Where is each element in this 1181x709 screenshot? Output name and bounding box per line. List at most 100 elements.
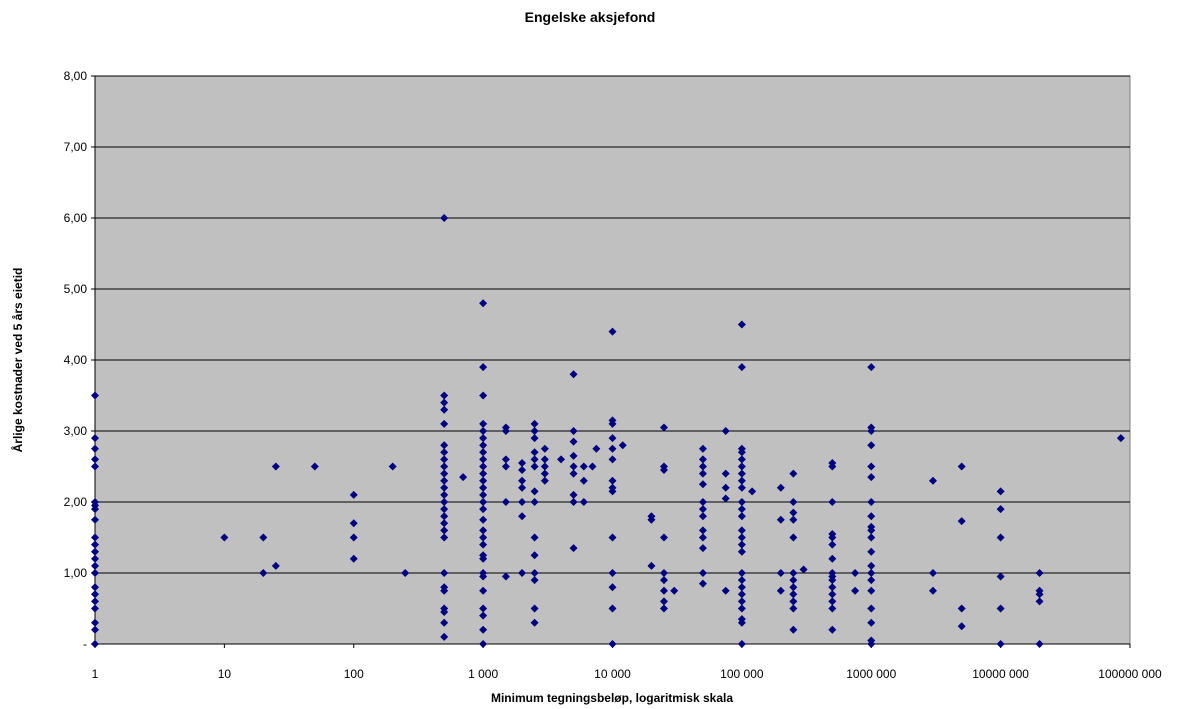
data-point [789, 508, 798, 517]
data-point [579, 498, 588, 506]
data-point [479, 462, 488, 471]
data-point [501, 498, 510, 506]
data-point [588, 462, 597, 471]
y-tick-label: 6,00 [64, 211, 88, 225]
x-tick-label: 100 [344, 667, 364, 681]
data-point [440, 519, 449, 528]
x-tick-label: 100 000 [720, 667, 764, 681]
data-point [91, 561, 99, 570]
data-point [828, 583, 837, 592]
data-point [789, 533, 798, 542]
data-point [737, 512, 746, 521]
data-point [737, 540, 746, 549]
x-tick-label: 10000 000 [972, 667, 1029, 681]
data-point [957, 622, 966, 631]
data-point [867, 533, 876, 542]
data-point [91, 533, 99, 542]
chart-title: Engelske aksjefond [525, 9, 656, 25]
data-point [737, 604, 746, 613]
data-point [518, 569, 527, 577]
data-point [569, 427, 578, 435]
data-point [91, 505, 99, 514]
data-point [479, 391, 488, 400]
data-point [928, 569, 937, 577]
data-point [698, 498, 707, 506]
data-point [540, 476, 549, 485]
data-point [737, 576, 746, 585]
data-point [479, 505, 488, 514]
x-tick-label: 100000 000 [1098, 667, 1162, 681]
data-point [91, 604, 99, 613]
data-point [828, 604, 837, 613]
data-point [91, 597, 99, 606]
data-point [698, 579, 707, 588]
data-point [530, 551, 539, 560]
data-point [851, 586, 860, 595]
y-tick-label: 3,00 [64, 424, 88, 438]
data-point [737, 590, 746, 599]
data-point [440, 569, 449, 577]
data-point [518, 476, 527, 485]
data-point [530, 462, 539, 471]
data-point [540, 455, 549, 464]
data-point [479, 427, 488, 435]
data-point [737, 547, 746, 556]
data-point [479, 498, 488, 506]
data-point [608, 476, 617, 485]
data-point [1035, 640, 1044, 648]
y-tick-label: 5,00 [64, 282, 88, 296]
data-point [828, 533, 837, 542]
data-point [789, 625, 798, 634]
data-point [579, 462, 588, 471]
data-point [479, 554, 488, 563]
data-point [440, 455, 449, 464]
data-point [789, 604, 798, 613]
data-point [91, 434, 99, 443]
data-point [608, 444, 617, 453]
data-point [698, 544, 707, 553]
data-point [479, 441, 488, 450]
data-point [698, 533, 707, 542]
data-point [349, 533, 358, 542]
data-point [647, 561, 656, 570]
data-point [440, 608, 449, 617]
y-tick-label: 8,00 [64, 69, 88, 83]
data-point [867, 640, 876, 648]
data-point [789, 569, 798, 577]
data-point [659, 569, 668, 577]
data-point [91, 618, 99, 627]
data-point [91, 569, 99, 577]
data-point [737, 469, 746, 478]
data-point [479, 476, 488, 485]
data-point [569, 544, 578, 553]
data-point [867, 569, 876, 577]
data-point [91, 444, 99, 453]
data-point [518, 498, 527, 506]
y-tick-label: - [83, 637, 87, 651]
data-point [799, 565, 808, 574]
data-point [608, 604, 617, 613]
data-point [220, 533, 229, 542]
data-point [540, 469, 549, 478]
data-point [349, 519, 358, 528]
data-point [659, 586, 668, 595]
data-point [540, 444, 549, 453]
data-point [479, 490, 488, 499]
data-point [530, 533, 539, 542]
data-point [698, 505, 707, 514]
data-point [659, 604, 668, 613]
data-point [659, 597, 668, 606]
data-point [440, 505, 449, 514]
gridlines [95, 75, 1130, 574]
data-point [440, 490, 449, 499]
data-point [737, 640, 746, 648]
data-point [996, 533, 1005, 542]
data-point [569, 498, 578, 506]
data-point [789, 515, 798, 524]
data-point [440, 405, 449, 414]
data-point [867, 561, 876, 570]
data-point [569, 437, 578, 446]
data-point [737, 505, 746, 514]
data-point [440, 586, 449, 595]
